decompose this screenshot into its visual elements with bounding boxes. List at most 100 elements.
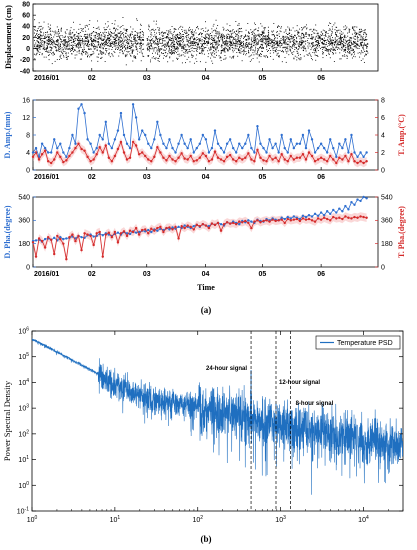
data-point (100, 37, 102, 39)
data-point (234, 43, 236, 45)
data-point (357, 37, 359, 39)
series-point (140, 228, 144, 232)
series-point (256, 219, 259, 222)
data-point (130, 33, 132, 35)
data-point (336, 35, 338, 37)
data-point (245, 51, 247, 52)
data-point (48, 36, 50, 38)
series-point (286, 217, 289, 221)
data-point (175, 34, 177, 36)
series-point (310, 138, 314, 141)
data-point (328, 50, 330, 51)
data-point (309, 37, 311, 39)
data-point (261, 25, 263, 27)
y-left-tick-label: 360 (18, 218, 30, 225)
y-right-tick-label: 540 (381, 194, 393, 201)
data-point (215, 49, 217, 51)
data-point (155, 36, 157, 38)
data-point (313, 48, 315, 50)
data-point (167, 46, 169, 48)
data-point (239, 52, 241, 54)
data-point (99, 47, 100, 48)
data-point (274, 50, 276, 51)
data-point (158, 49, 160, 51)
data-point (154, 43, 156, 45)
data-point (237, 43, 239, 45)
data-point (275, 37, 277, 39)
data-point (261, 47, 263, 48)
data-point (155, 29, 157, 31)
data-point (187, 51, 189, 53)
data-point (120, 46, 122, 48)
series-point (174, 160, 177, 163)
data-point (231, 30, 233, 32)
data-point (136, 48, 138, 50)
data-point (132, 45, 134, 47)
data-point (340, 36, 342, 37)
data-point (307, 42, 309, 44)
data-point (118, 38, 120, 40)
data-point (257, 42, 259, 44)
series-point (289, 219, 293, 222)
data-point (231, 36, 233, 38)
y-tick-label: 106 (18, 327, 29, 336)
data-point (37, 44, 39, 46)
data-point (175, 48, 177, 50)
series-point (150, 146, 153, 150)
data-point (246, 39, 248, 41)
data-point (226, 39, 228, 41)
data-point (171, 26, 173, 27)
data-point (51, 41, 53, 43)
data-point (154, 58, 156, 60)
data-point (253, 39, 255, 41)
data-point (181, 50, 183, 52)
data-point (283, 31, 285, 33)
data-point (305, 32, 307, 34)
data-point (153, 57, 155, 59)
data-point (311, 47, 313, 49)
data-point (118, 44, 119, 45)
series-point (204, 138, 208, 141)
data-point (136, 40, 138, 42)
series-point (235, 223, 238, 226)
data-point (329, 38, 331, 40)
series-point (247, 219, 250, 222)
series-point (80, 147, 83, 151)
data-point (203, 49, 205, 51)
data-point (237, 55, 239, 57)
data-point (83, 39, 85, 41)
data-point (137, 50, 139, 52)
series-point (144, 133, 147, 137)
data-point (324, 41, 326, 43)
data-point (288, 54, 290, 56)
data-point (306, 32, 307, 34)
data-point (353, 29, 355, 31)
data-point (82, 50, 84, 52)
data-point (223, 41, 225, 43)
data-point (165, 32, 167, 34)
data-point (41, 41, 43, 43)
data-point (331, 42, 333, 44)
data-point (86, 36, 88, 38)
data-point (223, 36, 225, 38)
data-point (125, 44, 127, 46)
data-point (202, 49, 204, 51)
data-point (365, 35, 367, 37)
data-point (196, 36, 198, 38)
data-point (219, 40, 221, 42)
data-point (361, 51, 363, 53)
data-point (316, 33, 318, 35)
data-point (136, 48, 138, 50)
data-point (172, 60, 174, 62)
data-point (250, 39, 252, 41)
data-point (68, 33, 70, 35)
data-point (47, 51, 49, 53)
data-point (34, 44, 36, 46)
data-point (59, 37, 61, 39)
data-point (249, 32, 250, 34)
data-point (281, 43, 282, 45)
data-point (255, 34, 256, 36)
data-point (202, 44, 203, 46)
data-point (93, 46, 94, 48)
data-point (78, 37, 80, 39)
